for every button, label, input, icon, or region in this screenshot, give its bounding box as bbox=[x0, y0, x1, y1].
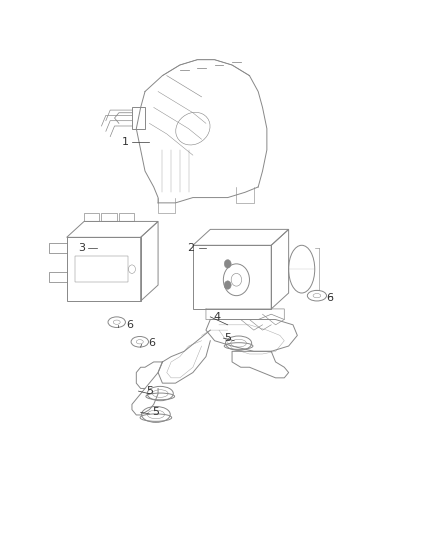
Text: 6: 6 bbox=[126, 320, 133, 330]
Text: 3: 3 bbox=[78, 243, 85, 253]
Text: 5: 5 bbox=[224, 333, 231, 343]
Text: 2: 2 bbox=[187, 243, 194, 253]
Circle shape bbox=[224, 260, 231, 268]
Text: 4: 4 bbox=[213, 312, 220, 322]
Text: 5: 5 bbox=[146, 386, 153, 396]
Text: 1: 1 bbox=[122, 137, 129, 147]
Circle shape bbox=[224, 281, 231, 289]
Text: 6: 6 bbox=[148, 338, 155, 349]
Text: 5: 5 bbox=[152, 407, 159, 417]
Text: 6: 6 bbox=[326, 293, 333, 303]
